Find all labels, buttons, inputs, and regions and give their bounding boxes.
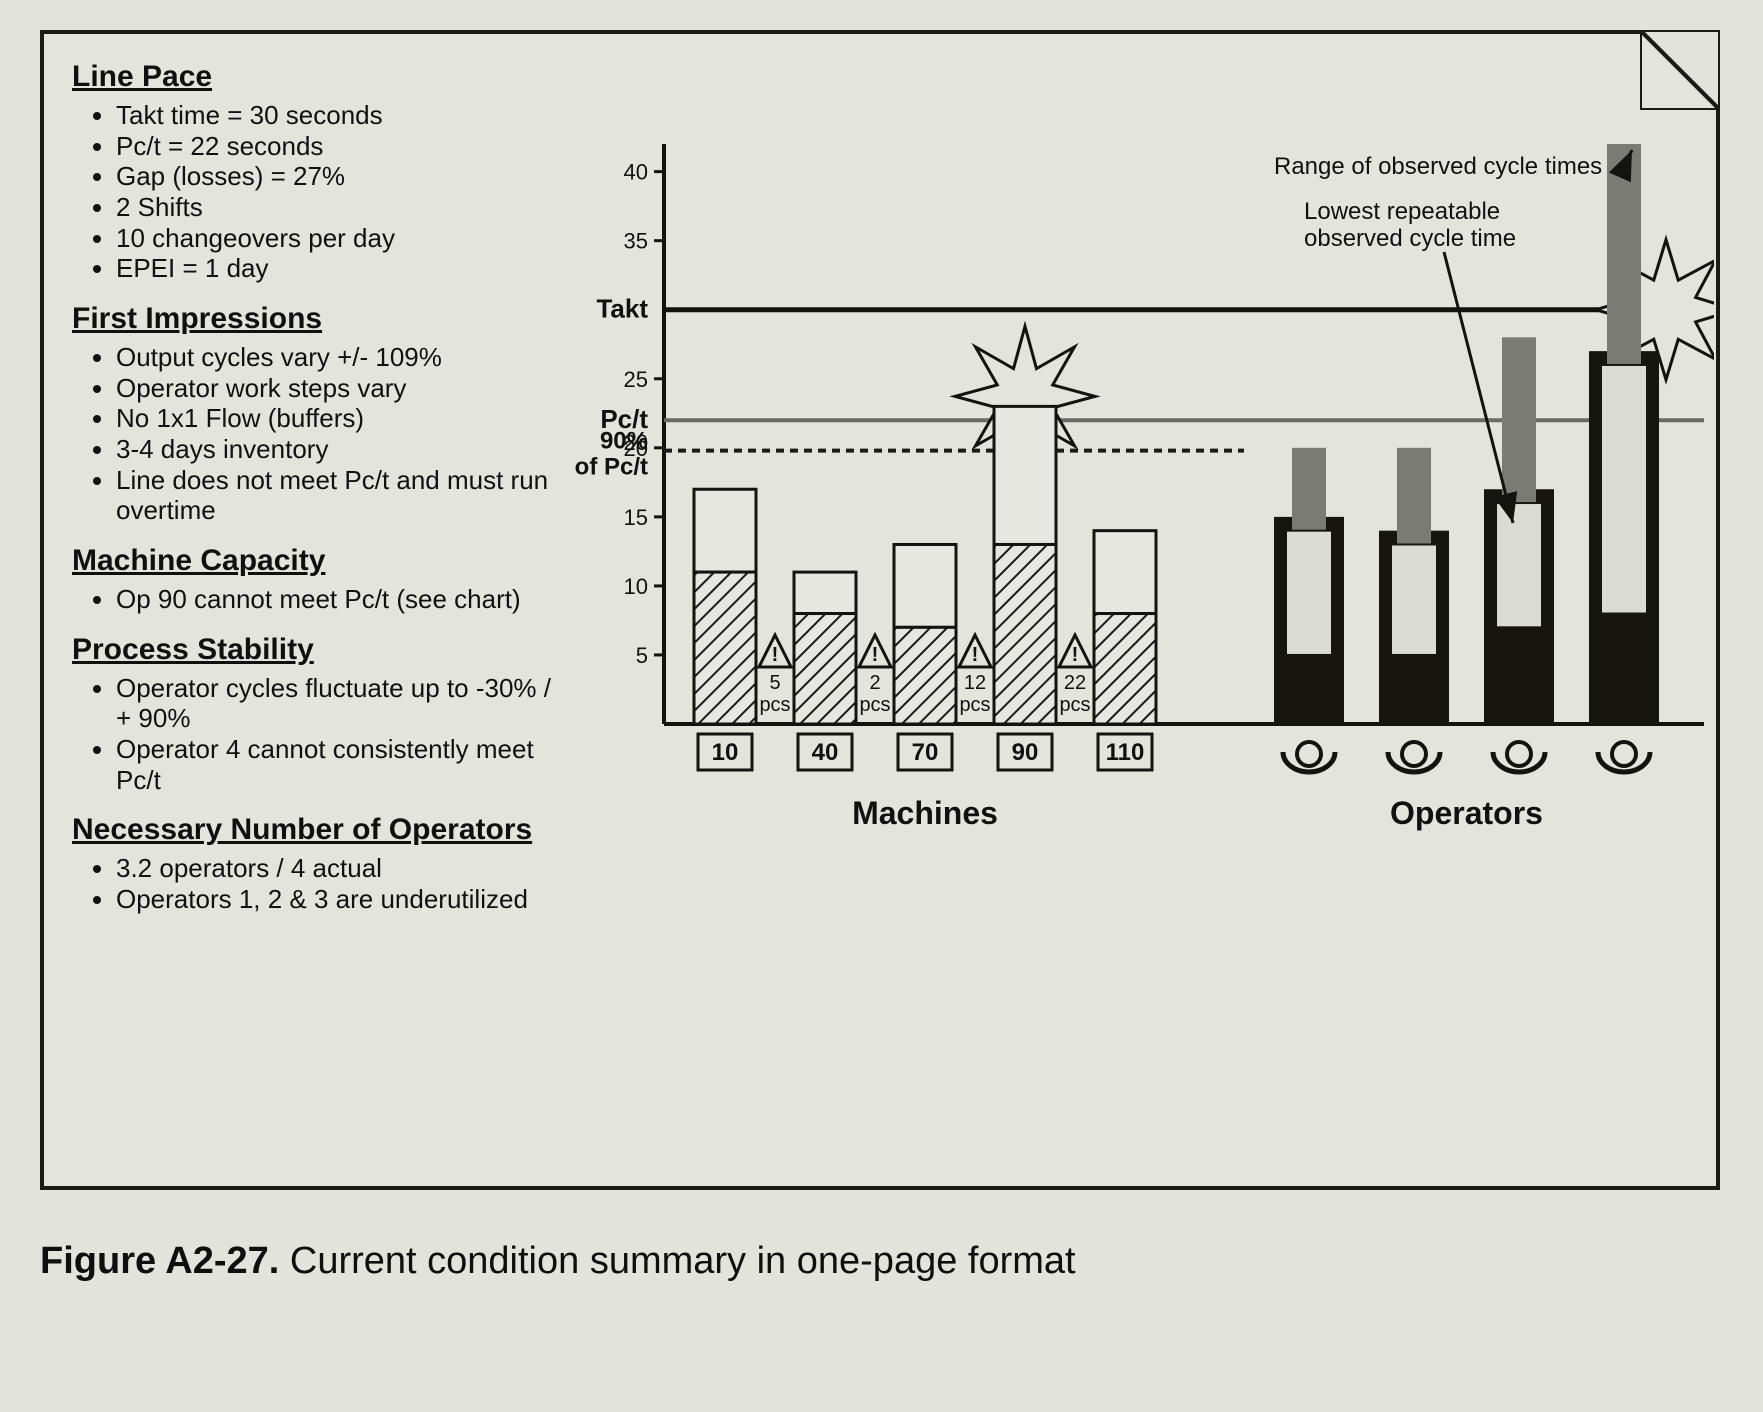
svg-text:22: 22 [1064,672,1086,694]
svg-text:!: ! [872,644,879,666]
svg-text:pcs: pcs [759,694,790,716]
section-title-first-impressions: First Impressions [72,302,572,336]
content-frame: Line Pace Takt time = 30 seconds Pc/t = … [40,30,1720,1190]
process-stability-list: Operator cycles fluctuate up to -30% / +… [102,673,572,796]
list-item: EPEI = 1 day [116,253,572,284]
page: Line Pace Takt time = 30 seconds Pc/t = … [0,0,1763,1412]
svg-text:5: 5 [769,672,780,694]
list-item: Operator 4 cannot consistently meet Pc/t [116,734,572,795]
chart: 5101520253540TaktPc/t90%20of Pc/t1040!5p… [574,134,1714,914]
list-item: Operator cycles fluctuate up to -30% / +… [116,673,572,734]
section-title-necessary-ops: Necessary Number of Operators [72,813,572,847]
svg-text:110: 110 [1106,739,1145,766]
list-item: 2 Shifts [116,192,572,223]
svg-text:observed cycle time: observed cycle time [1304,225,1516,252]
list-item: Pc/t = 22 seconds [116,131,572,162]
figure-label: Figure A2-27. [40,1240,279,1282]
list-item: Operator work steps vary [116,373,572,404]
svg-text:25: 25 [624,367,648,392]
svg-text:Takt: Takt [596,294,648,324]
list-item: 10 changeovers per day [116,223,572,254]
svg-text:pcs: pcs [1059,694,1090,716]
svg-text:pcs: pcs [859,694,890,716]
list-item: Operators 1, 2 & 3 are underutilized [116,884,572,915]
list-item: Op 90 cannot meet Pc/t (see chart) [116,584,572,615]
svg-text:40: 40 [812,739,839,766]
figure-text: Current condition summary in one-page fo… [290,1240,1076,1282]
svg-text:!: ! [772,644,779,666]
list-item: No 1x1 Flow (buffers) [116,403,572,434]
necessary-ops-list: 3.2 operators / 4 actual Operators 1, 2 … [102,853,572,914]
list-item: Takt time = 30 seconds [116,100,572,131]
svg-text:Lowest repeatable: Lowest repeatable [1304,198,1500,225]
svg-text:5: 5 [636,643,648,668]
svg-text:10: 10 [624,574,648,599]
list-item: Line does not meet Pc/t and must run ove… [116,465,572,526]
text-column: Line Pace Takt time = 30 seconds Pc/t = … [72,60,572,915]
line-pace-list: Takt time = 30 seconds Pc/t = 22 seconds… [102,100,572,284]
dog-ear-icon [1640,30,1720,110]
svg-text:90: 90 [1012,739,1039,766]
section-title-machine-capacity: Machine Capacity [72,544,572,578]
svg-text:Machines: Machines [852,795,998,831]
svg-text:12: 12 [964,672,986,694]
section-title-process-stability: Process Stability [72,633,572,667]
figure-caption: Figure A2-27. Current condition summary … [40,1240,1076,1283]
svg-text:15: 15 [624,505,648,530]
list-item: 3.2 operators / 4 actual [116,853,572,884]
list-item: 3-4 days inventory [116,434,572,465]
machine-capacity-list: Op 90 cannot meet Pc/t (see chart) [102,584,572,615]
first-impressions-list: Output cycles vary +/- 109% Operator wor… [102,342,572,526]
svg-text:40: 40 [624,160,648,185]
svg-text:!: ! [1072,644,1079,666]
svg-text:of Pc/t: of Pc/t [575,454,648,481]
svg-text:35: 35 [624,229,648,254]
svg-text:pcs: pcs [959,694,990,716]
svg-text:10: 10 [712,739,739,766]
list-item: Gap (losses) = 27% [116,161,572,192]
list-item: Output cycles vary +/- 109% [116,342,572,373]
section-title-line-pace: Line Pace [72,60,572,94]
svg-text:70: 70 [912,739,939,766]
svg-text:2: 2 [869,672,880,694]
svg-text:20: 20 [624,430,648,455]
svg-text:!: ! [972,644,979,666]
svg-text:Operators: Operators [1390,795,1543,831]
svg-text:Range of observed cycle times: Range of observed cycle times [1274,153,1602,180]
